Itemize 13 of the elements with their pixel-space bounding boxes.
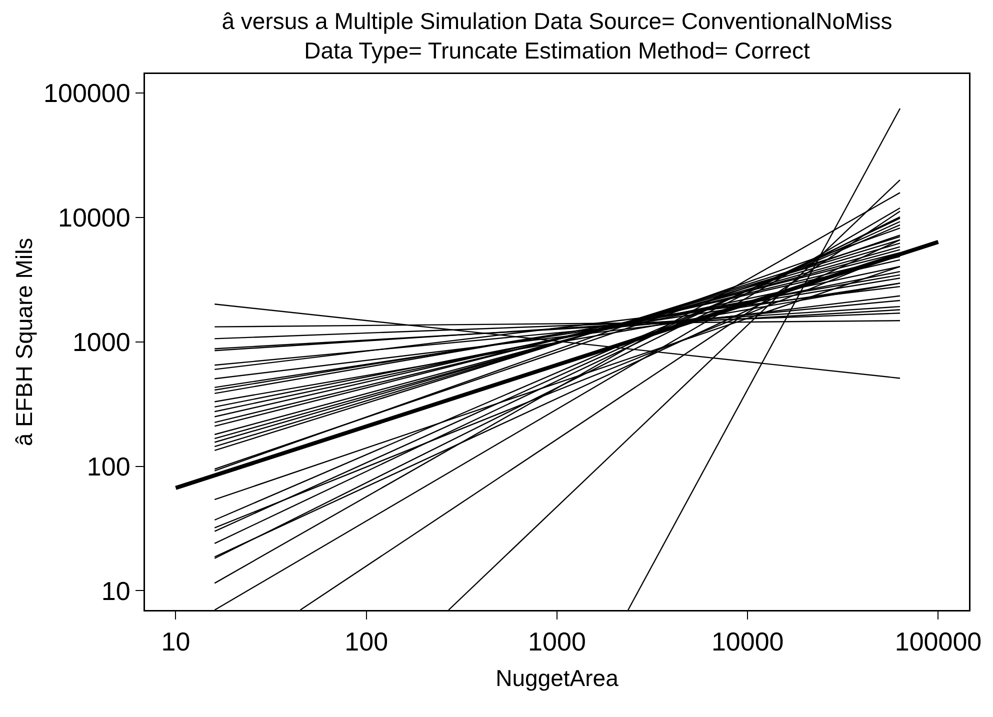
x-tick-label: 10000: [711, 626, 784, 657]
y-tick-label: 10: [101, 576, 130, 606]
y-tick-label: 1000: [72, 326, 130, 357]
y-tick-label: 100000: [44, 78, 130, 108]
y-tick-label: 100: [86, 451, 130, 482]
y-axis-title: â EFBH Square Mils: [11, 238, 38, 446]
x-tick-label: 100: [344, 626, 388, 657]
x-tick-label: 1000: [528, 626, 586, 657]
chart-title: â versus a Multiple Simulation Data Source= ConventionalNoMiss Data Type= Truncate Estimation Method= Correct: [222, 8, 892, 64]
x-tick-label: 10: [161, 626, 190, 657]
x-tick-label: 100000: [894, 626, 982, 657]
x-axis-title: NuggetArea: [496, 665, 619, 692]
y-tick-label: 10000: [58, 202, 130, 232]
